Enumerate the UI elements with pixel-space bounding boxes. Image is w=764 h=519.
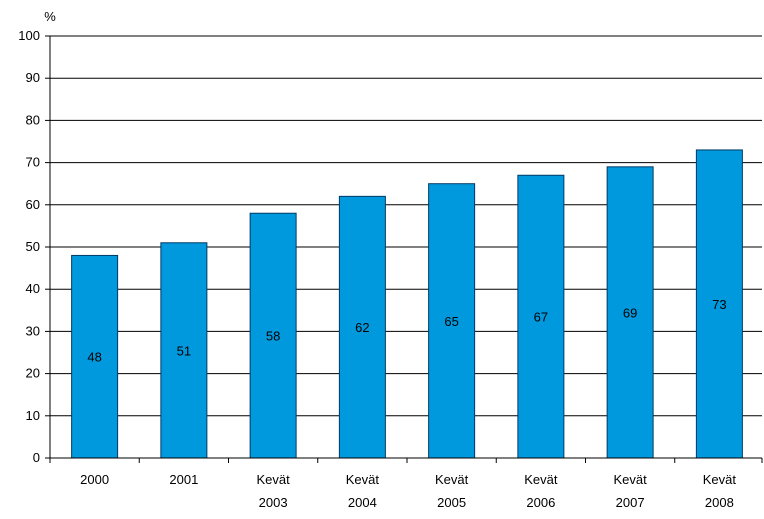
y-tick-label: 30 <box>26 323 40 338</box>
data-label-0: 48 <box>87 350 101 365</box>
x-tick-label-7: Kevät 2008 <box>703 472 737 510</box>
y-axis-unit-label: % <box>44 9 56 24</box>
x-tick-label-3: Kevät 2004 <box>346 472 380 510</box>
bar-3 <box>338 195 386 459</box>
bar-6 <box>606 166 654 459</box>
y-tick-label: 60 <box>26 197 40 212</box>
y-tick-label: 100 <box>18 28 40 43</box>
gridlines <box>50 35 762 417</box>
data-label-1: 51 <box>177 343 191 358</box>
x-tick-label-6: Kevät 2007 <box>614 472 648 510</box>
data-label-2: 58 <box>266 329 280 344</box>
y-tick-label: 80 <box>26 112 40 127</box>
data-label-6: 69 <box>623 305 637 320</box>
x-tick-label-5: Kevät 2006 <box>524 472 558 510</box>
data-label-4: 65 <box>444 314 458 329</box>
x-tick-label-0: 2000 <box>80 472 109 487</box>
x-tick-label-2: Kevät 2003 <box>257 472 291 510</box>
bar-1 <box>160 242 208 459</box>
y-tick-label: 50 <box>26 239 40 254</box>
y-tick-label: 40 <box>26 281 40 296</box>
bar-2 <box>249 212 297 459</box>
axes <box>49 36 762 459</box>
bar-0 <box>71 254 119 459</box>
x-axis-ticks: 2000 2001 Kevät 2003 Kevät 2004 Kevät 2005 Kevät… <box>49 458 763 510</box>
x-tick-label-4: Kevät 2005 <box>435 472 469 510</box>
data-label-5: 67 <box>534 310 548 325</box>
bar-4 <box>428 183 476 459</box>
y-axis-ticks: 0 10 20 30 40 50 60 70 80 90 100 <box>18 28 50 465</box>
y-tick-label: 90 <box>26 70 40 85</box>
y-tick-label: 20 <box>26 366 40 381</box>
y-tick-label: 70 <box>26 155 40 170</box>
bars: 48 51 58 62 65 67 69 73 <box>71 149 743 459</box>
y-tick-label: 10 <box>26 408 40 423</box>
y-tick-label: 0 <box>33 450 40 465</box>
data-label-3: 62 <box>355 320 369 335</box>
data-label-7: 73 <box>712 297 726 312</box>
x-tick-label-1: 2001 <box>169 472 198 487</box>
bar-7 <box>695 149 743 459</box>
